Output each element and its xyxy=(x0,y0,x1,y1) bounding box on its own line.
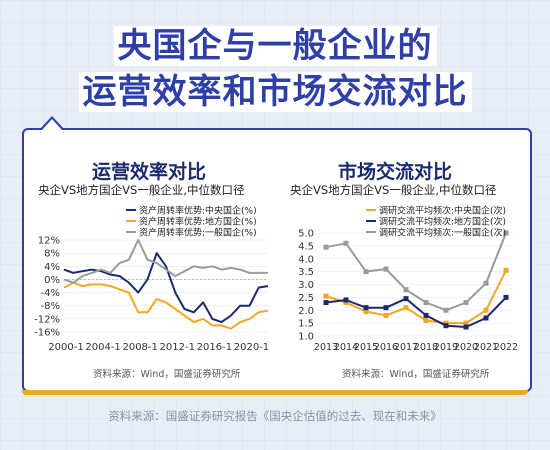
right-series-point-2 xyxy=(423,312,429,318)
right-series-line-1 xyxy=(325,269,507,325)
right-series-point-1 xyxy=(483,307,489,313)
right-series-point-1 xyxy=(343,300,349,306)
right-series-point-1 xyxy=(403,305,409,311)
right-chart-subtitle: 央企VS地方国企VS一般企业,中位数口径 xyxy=(290,183,497,197)
right-series-point-3 xyxy=(423,300,429,306)
right-y-tick-label: 2.0 xyxy=(298,306,314,317)
right-y-tick-label: 4.0 xyxy=(298,254,314,265)
footer-source: 资料来源：国盛证券研究报告《国央企估值的过去、现在和未来》 xyxy=(108,409,442,423)
page-title-line-1: 央国企与一般企业的 xyxy=(0,18,550,67)
right-y-tick-label: 3.5 xyxy=(298,267,314,278)
right-x-tick-label: 2019 xyxy=(434,342,458,353)
right-x-tick-label: 2022 xyxy=(494,342,518,353)
right-series-point-2 xyxy=(363,305,369,311)
right-series-point-1 xyxy=(323,293,329,299)
left-x-tick-label: 2000-1 xyxy=(48,342,83,353)
left-x-tick-label: 2008-1 xyxy=(122,342,157,353)
right-x-tick-label: 2020 xyxy=(454,342,478,353)
right-series-line-3 xyxy=(325,232,507,312)
right-series-point-2 xyxy=(463,324,469,330)
left-x-tick-label: 2004-1 xyxy=(85,342,120,353)
left-chart-source: 资料来源：Wind，国盛证券研究所 xyxy=(93,369,241,380)
right-y-tick-label: 1.0 xyxy=(298,332,314,343)
right-legend-label: 调研交流平均频次:一般国企(次) xyxy=(379,227,506,239)
left-series-line-1 xyxy=(63,252,269,324)
left-x-tick-label: 2016-1 xyxy=(197,342,232,353)
left-y-tick-label: 4% xyxy=(44,262,60,273)
right-x-tick-label: 2018 xyxy=(414,342,438,353)
left-y-tick-label: 0% xyxy=(44,275,60,286)
right-series-point-1 xyxy=(383,312,389,318)
left-y-tick-label: -12% xyxy=(34,314,60,325)
right-x-tick-label: 2015 xyxy=(354,342,378,353)
right-legend-label: 调研交流平均频次:地方国企(次) xyxy=(379,216,506,228)
right-series-point-3 xyxy=(403,287,409,293)
right-x-tick-label: 2021 xyxy=(474,342,498,353)
right-series-point-2 xyxy=(343,297,349,303)
right-series-point-1 xyxy=(503,267,509,273)
right-series-point-2 xyxy=(323,300,329,306)
left-x-tick-label: 2012-1 xyxy=(160,342,195,353)
right-y-tick-label: 1.5 xyxy=(298,319,314,330)
right-x-tick-label: 2014 xyxy=(334,342,358,353)
right-y-tick-label: 4.5 xyxy=(298,241,314,252)
left-y-tick-label: 12% xyxy=(38,236,60,247)
chart-card xyxy=(22,128,532,392)
right-series-point-2 xyxy=(483,315,489,321)
right-series-point-3 xyxy=(463,300,469,306)
right-series-point-3 xyxy=(503,230,509,236)
card-accent-bar xyxy=(22,390,528,395)
right-series-point-1 xyxy=(443,320,449,326)
left-series-line-2 xyxy=(63,281,269,330)
left-chart-title: 运营效率对比 xyxy=(88,157,211,184)
left-legend-label: 资产周转率优势:一般国企(%) xyxy=(139,227,257,239)
left-chart-subtitle: 央企VS地方国企VS一般企业,中位数口径 xyxy=(38,183,245,197)
right-series-point-1 xyxy=(463,320,469,326)
right-legend-label: 调研交流平均频次:中央国企(次) xyxy=(379,205,506,217)
right-y-tick-label: 2.5 xyxy=(298,293,314,304)
right-x-tick-label: 2016 xyxy=(374,342,398,353)
header: 央国企与一般企业的 运营效率和市场交流对比 xyxy=(0,0,550,140)
right-series-point-2 xyxy=(383,305,389,311)
right-series-point-3 xyxy=(343,240,349,246)
right-series-point-3 xyxy=(443,307,449,313)
right-series-line-2 xyxy=(325,296,507,328)
right-line-chart: 5.04.54.03.53.02.52.01.51.02013201420152… xyxy=(298,205,518,354)
page-title-line-2: 运营效率和市场交流对比 xyxy=(0,64,550,113)
right-series-point-3 xyxy=(383,266,389,272)
right-x-tick-label: 2017 xyxy=(394,342,418,353)
right-series-point-2 xyxy=(503,294,509,300)
left-series-line-3 xyxy=(63,239,268,284)
left-legend-label: 资产周转率优势:地方国企(%) xyxy=(139,216,257,228)
card-pointer-inner xyxy=(42,119,62,130)
right-chart-source: 资料来源：Wind，国盛证券研究所 xyxy=(342,369,490,380)
right-x-tick-label: 2013 xyxy=(314,342,338,353)
left-legend-label: 资产周转率优势:中央国企(%) xyxy=(139,205,257,217)
right-series-point-1 xyxy=(363,309,369,315)
right-series-point-3 xyxy=(363,269,369,275)
right-chart-title: 市场交流对比 xyxy=(334,157,457,184)
right-series-point-3 xyxy=(323,244,329,250)
left-y-tick-label: -16% xyxy=(34,328,60,339)
right-series-point-1 xyxy=(423,318,429,324)
right-y-tick-label: 3.0 xyxy=(298,280,314,291)
left-y-tick-label: 8% xyxy=(44,249,60,260)
left-y-tick-label: -4% xyxy=(41,288,60,299)
right-series-point-2 xyxy=(403,296,409,302)
left-x-tick-label: 2020-1 xyxy=(234,342,269,353)
right-series-point-2 xyxy=(443,323,449,329)
left-y-tick-label: -8% xyxy=(41,301,60,312)
right-series-point-3 xyxy=(483,280,489,286)
right-y-tick-label: 5.0 xyxy=(298,229,314,240)
left-line-chart: 12% 8% 4% 0% -4% -8% -12% -16% 2000-1 2004-1 2008-… xyxy=(34,205,269,354)
